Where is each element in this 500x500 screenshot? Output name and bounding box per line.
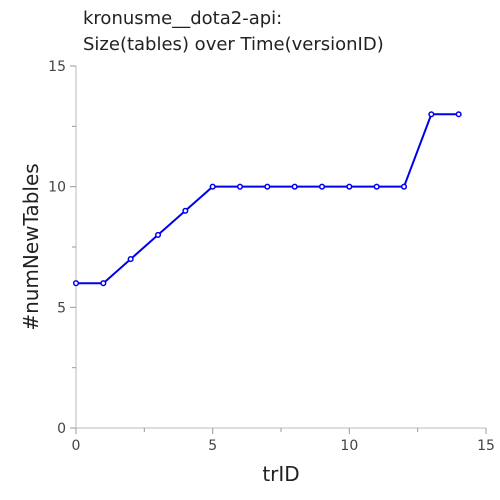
data-point [373, 183, 380, 190]
y-ticks: 0 5 10 15 [48, 59, 76, 437]
x-axis-label: trID [262, 462, 299, 486]
x-tick-label: 10 [340, 438, 358, 454]
data-point [72, 280, 80, 287]
data-point [182, 207, 189, 214]
x-tick-label: 5 [208, 438, 217, 454]
data-point [127, 256, 134, 263]
data-point [264, 183, 271, 190]
data-point [236, 183, 244, 190]
y-tick-label: 10 [48, 180, 66, 196]
chart-subtitle: Size(tables) over Time(versionID) [83, 34, 384, 55]
y-tick-label: 15 [48, 59, 66, 75]
data-point [154, 231, 162, 238]
data-point [428, 111, 435, 118]
data-point [209, 183, 216, 190]
y-tick-label: 0 [57, 421, 66, 437]
plot-area [72, 111, 462, 287]
data-point [100, 280, 107, 287]
x-tick-label: 15 [477, 438, 495, 454]
data-point [318, 183, 326, 190]
axes [75, 66, 486, 429]
chart-title: kronusme__dota2-api: [83, 8, 282, 29]
x-ticks: 0 5 10 15 [72, 428, 495, 454]
x-tick-label: 0 [72, 438, 81, 454]
data-point [400, 183, 408, 190]
data-point [455, 111, 462, 118]
y-tick-label: 5 [57, 300, 66, 316]
data-point [291, 183, 298, 190]
y-axis-label: #numNewTables [19, 163, 43, 330]
data-point [346, 183, 353, 190]
